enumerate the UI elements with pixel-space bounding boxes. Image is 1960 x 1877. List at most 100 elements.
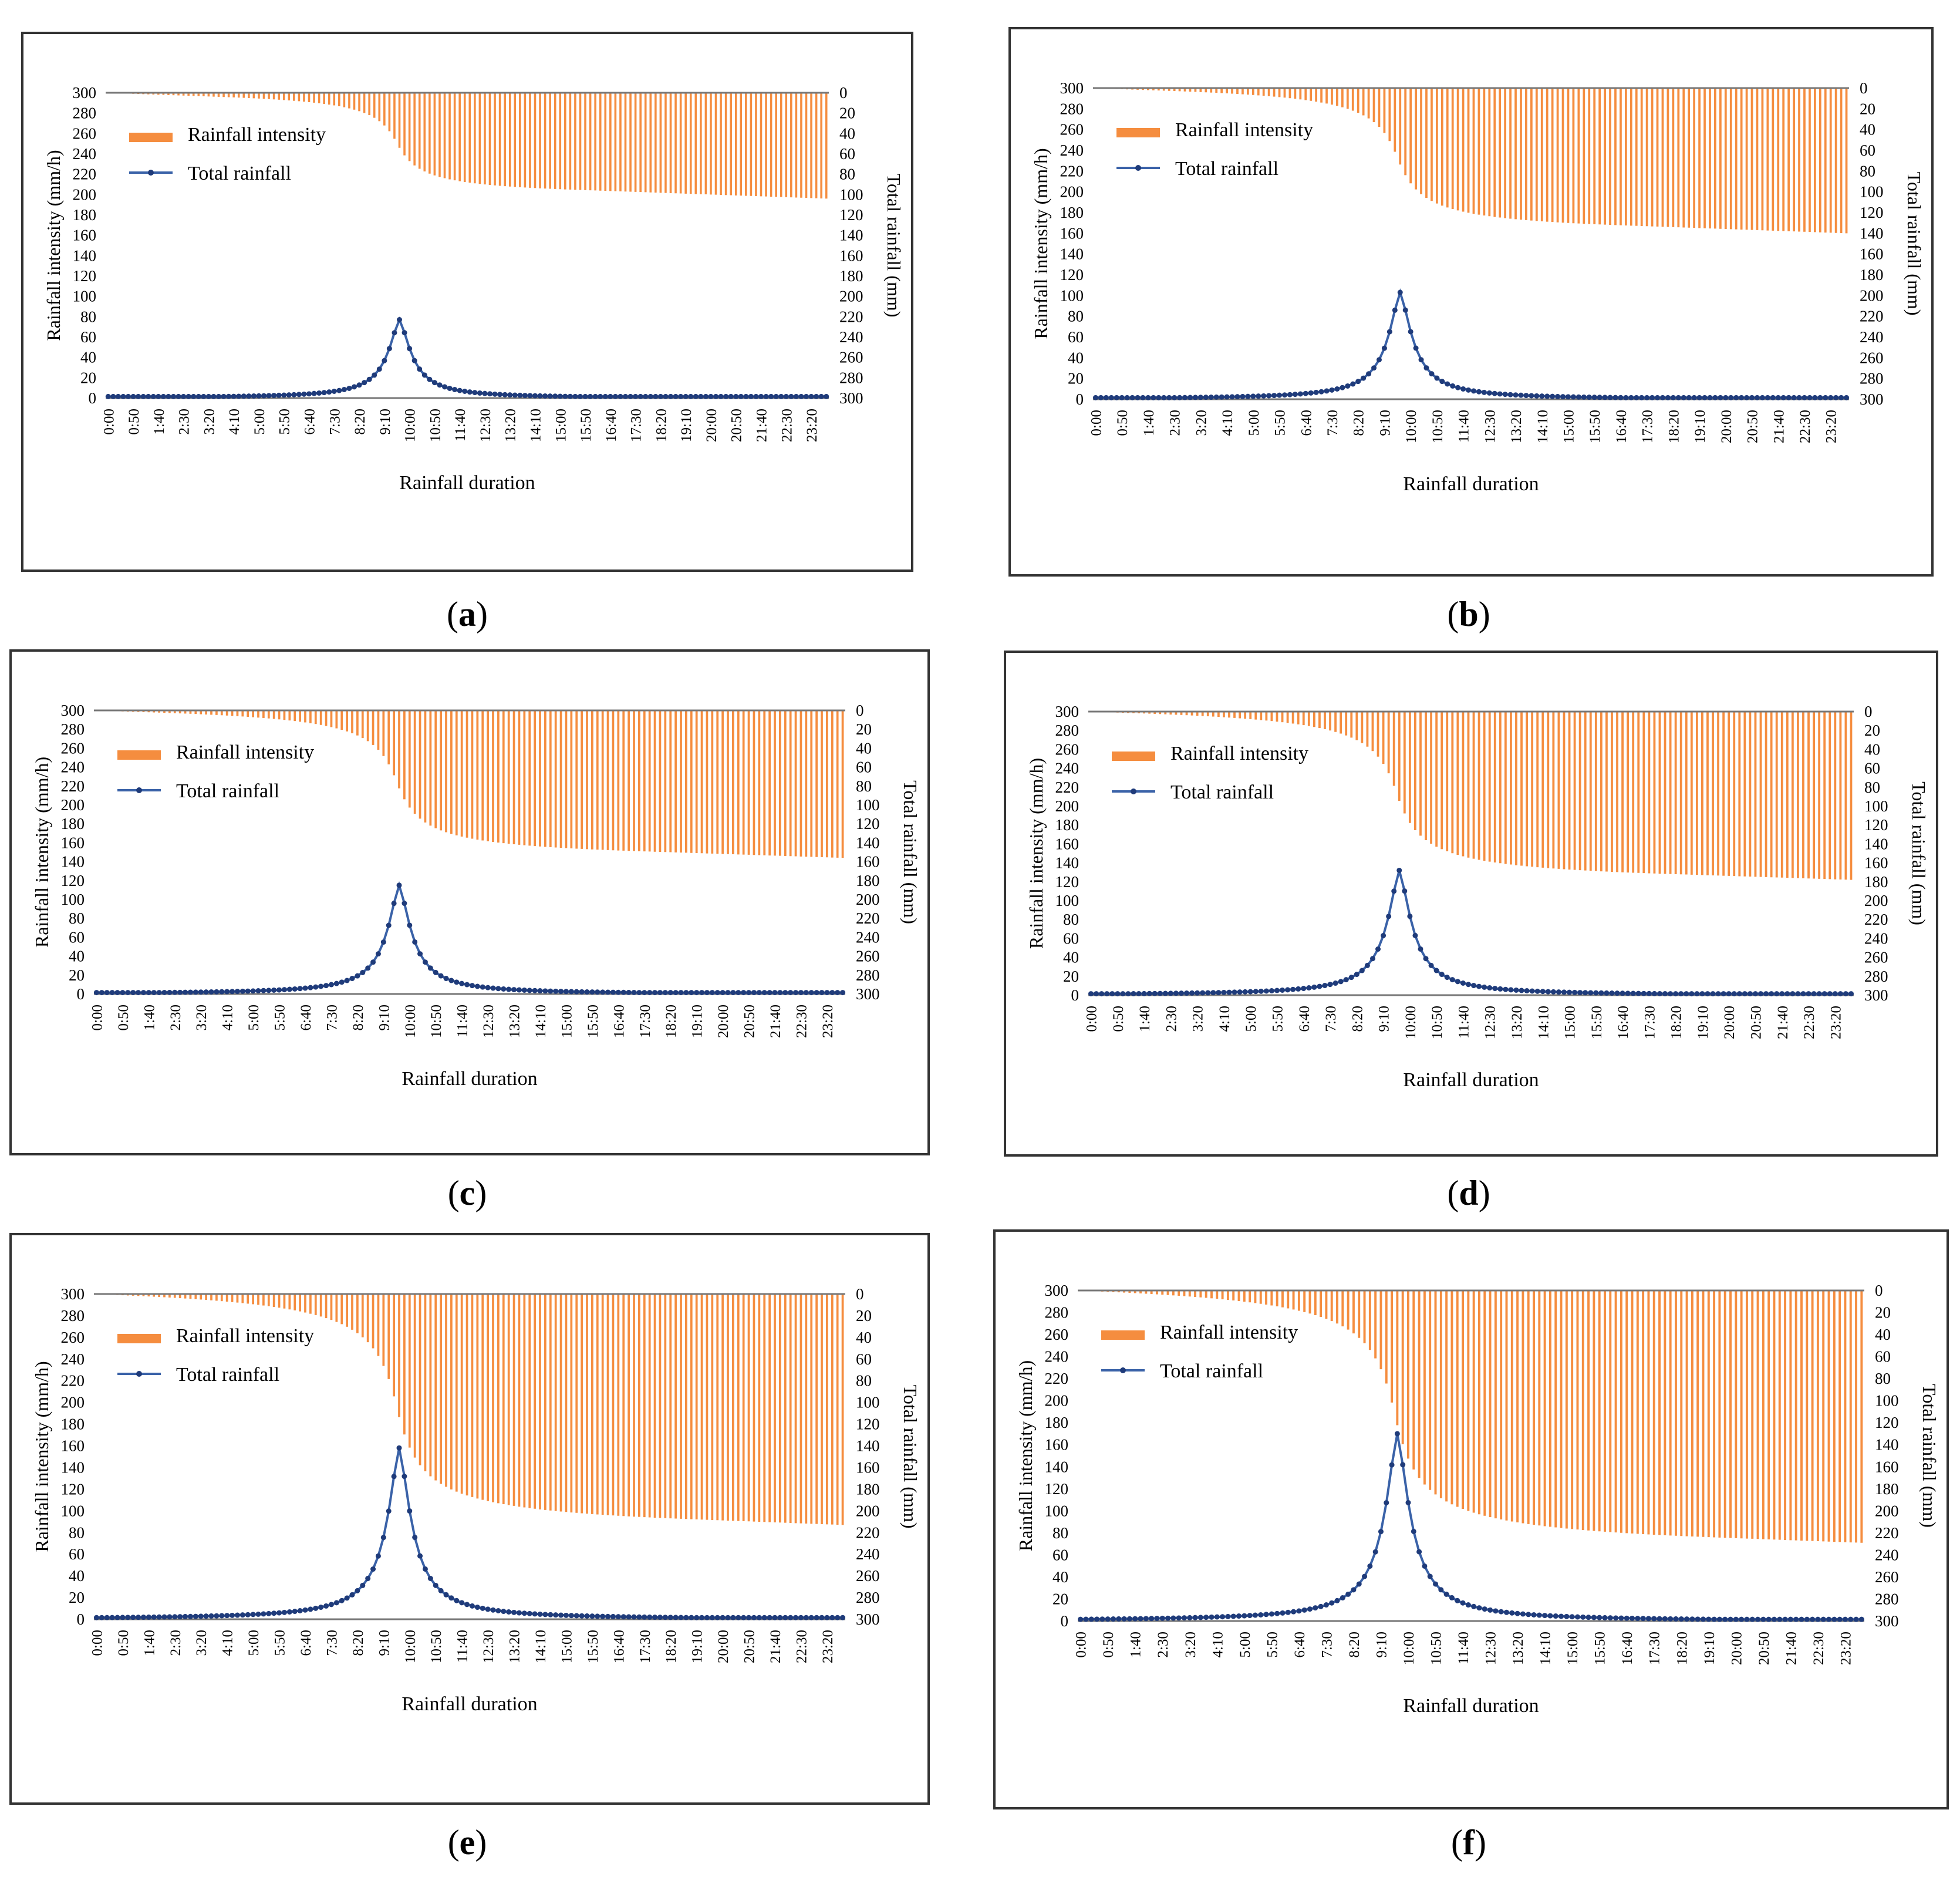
legend-marker-total	[1131, 788, 1136, 794]
x-tick-label: 7:30	[324, 1005, 340, 1030]
rainfall-intensity-point	[1266, 393, 1272, 399]
rainfall-intensity-point	[99, 990, 104, 996]
x-tick-label: 8:20	[1351, 410, 1367, 436]
rainfall-intensity-point	[208, 1613, 214, 1619]
rainfall-intensity-point	[693, 393, 699, 399]
rainfall-intensity-point	[421, 372, 427, 378]
x-tick-label: 15:50	[578, 409, 594, 442]
left-tick-label: 40	[69, 948, 85, 965]
legend-marker-total	[1120, 1367, 1126, 1373]
left-tick-label: 120	[1045, 1480, 1069, 1498]
rainfall-intensity-point	[146, 990, 151, 996]
rainfall-intensity-point	[459, 980, 465, 986]
chart-panel-e: 0 20 40 60 80 100 120 140 160 180 200 220 240 260 280 3…	[9, 1233, 930, 1805]
rainfall-intensity-point	[146, 393, 151, 399]
rainfall-intensity-point	[623, 393, 628, 399]
rainfall-intensity-point	[1263, 1612, 1269, 1617]
x-tick-label: 4:10	[1220, 410, 1236, 436]
rainfall-intensity-point	[1623, 395, 1629, 400]
rainfall-intensity-point	[1345, 383, 1351, 389]
right-tick-label: 180	[1875, 1480, 1899, 1498]
rainfall-intensity-point	[1422, 1563, 1428, 1569]
rainfall-intensity-point	[1675, 395, 1681, 400]
rainfall-intensity-point	[281, 1609, 287, 1615]
rainfall-intensity-point	[219, 989, 225, 995]
x-tick-label: 0:00	[101, 409, 117, 434]
rainfall-intensity-point	[694, 1615, 700, 1620]
rainfall-intensity-point	[286, 392, 292, 398]
rainfall-intensity-point	[1322, 983, 1328, 989]
x-tick-label: 2:30	[177, 409, 193, 434]
rainfall-intensity-point	[1402, 888, 1408, 894]
rainfall-intensity-point	[130, 1615, 136, 1620]
rainfall-intensity-point	[1297, 391, 1303, 397]
rainfall-intensity-point	[1775, 395, 1781, 400]
rainfall-intensity-point	[562, 393, 568, 399]
rainfall-intensity-point	[662, 1615, 668, 1620]
rainfall-intensity-point	[1281, 392, 1287, 398]
rainfall-intensity-point	[1176, 1615, 1182, 1621]
rainfall-intensity-point	[777, 1615, 783, 1620]
rainfall-intensity-point	[1628, 395, 1634, 400]
rainfall-intensity-point	[615, 989, 621, 995]
rainfall-intensity-point	[245, 1612, 251, 1617]
rainfall-intensity-point	[1416, 1549, 1422, 1555]
rainfall-intensity-point	[241, 393, 247, 399]
rainfall-intensity-point	[1576, 394, 1581, 400]
rainfall-intensity-point	[628, 393, 633, 399]
left-tick-label: 240	[1055, 760, 1079, 777]
rainfall-intensity-point	[1318, 389, 1324, 395]
rainfall-intensity-point	[1258, 988, 1264, 994]
rainfall-intensity-point	[568, 1613, 574, 1619]
rainfall-intensity-point	[1371, 365, 1377, 371]
legend-label-total: Total rainfall	[188, 163, 291, 184]
rainfall-intensity-point	[1731, 991, 1737, 997]
rainfall-intensity-point	[1125, 991, 1131, 997]
rainfall-intensity-point	[1221, 989, 1227, 995]
rainfall-intensity-point	[1400, 1462, 1406, 1468]
rainfall-intensity-point	[1455, 385, 1461, 390]
rainfall-intensity-point	[605, 989, 611, 995]
x-axis-ticks: 0:00 0:50 1:40 2:30 3:20 4:10 5:00 5:50 6:40 7:30…	[89, 1630, 835, 1663]
rainfall-intensity-point	[469, 1603, 475, 1609]
rainfall-intensity-point	[582, 393, 588, 399]
rainfall-intensity-point	[161, 989, 167, 995]
x-tick-label: 21:40	[754, 409, 770, 442]
rainfall-intensity-point	[1843, 991, 1848, 997]
rainfall-intensity-point	[1245, 393, 1251, 399]
x-tick-label: 5:00	[252, 409, 268, 434]
rainfall-intensity-point	[1780, 395, 1786, 400]
x-tick-label: 5:00	[1246, 410, 1262, 436]
chart-panel-f: 0 20 40 60 80 100 120 140 160 180 200 220 240 260 280 3…	[993, 1229, 1949, 1809]
rainfall-intensity-point	[1386, 329, 1392, 335]
rainfall-intensity-point	[1350, 381, 1356, 387]
rainfall-intensity-point	[1752, 991, 1758, 997]
rainfall-intensity-point	[1120, 991, 1126, 997]
legend-swatch-intensity	[117, 750, 161, 760]
rainfall-intensity-point	[683, 990, 689, 996]
rainfall-intensity-point	[1439, 972, 1445, 978]
x-tick-label: 1:40	[1137, 1006, 1153, 1032]
x-tick-label: 5:00	[1237, 1632, 1253, 1657]
rainfall-intensity-point	[497, 392, 503, 397]
x-tick-label: 3:20	[194, 1005, 210, 1030]
rainfall-intensity-point	[1513, 987, 1519, 993]
left-tick-label: 200	[1060, 183, 1084, 201]
rainfall-intensity-point	[1482, 1606, 1487, 1612]
right-tick-label: 80	[1864, 779, 1880, 796]
x-axis-title: Rainfall duration	[1403, 1695, 1539, 1717]
rainfall-intensity-point	[469, 983, 475, 989]
rainfall-intensity-point	[1534, 988, 1540, 994]
x-tick-label: 0:50	[1115, 410, 1131, 436]
rainfall-intensity-point	[1372, 1549, 1378, 1555]
rainfall-intensity-point	[751, 1615, 757, 1620]
rainfall-intensity-point	[448, 1595, 454, 1601]
x-tick-label: 9:10	[377, 409, 393, 434]
rainfall-intensity-point	[146, 1614, 151, 1620]
rainfall-intensity-point	[1558, 1613, 1564, 1619]
rainfall-intensity-point	[1598, 990, 1604, 996]
x-tick-label: 9:10	[1377, 1006, 1392, 1032]
rainfall-intensity-point	[542, 393, 548, 399]
rainfall-intensity-point	[380, 1535, 386, 1541]
rainfall-intensity-point	[167, 989, 173, 995]
